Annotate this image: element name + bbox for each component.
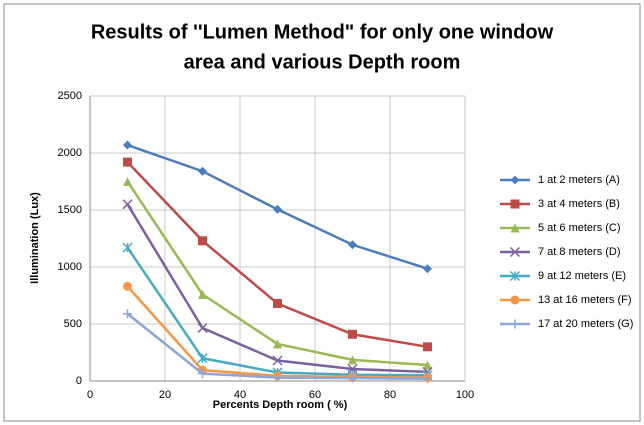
x-tick-label: 20 — [159, 389, 171, 401]
marker — [423, 342, 432, 352]
marker — [198, 236, 207, 246]
y-tick-label: 500 — [64, 318, 82, 330]
marker — [510, 199, 520, 209]
y-axis-title: Illumination (Lux) — [29, 192, 41, 284]
marker — [510, 295, 520, 305]
y-tick-label: 1000 — [58, 261, 82, 273]
marker — [122, 199, 133, 210]
marker — [273, 373, 282, 383]
legend-label: 5 at 6 meters (C) — [538, 222, 621, 234]
chart-title: Results of ''Lumen Method" for only one … — [91, 21, 554, 43]
marker — [197, 322, 208, 334]
chart-title: area and various Depth room — [184, 51, 461, 73]
marker — [423, 264, 432, 274]
legend-label: 1 at 2 meters (A) — [538, 174, 620, 186]
legend-label: 9 at 12 meters (E) — [538, 270, 626, 282]
marker — [273, 298, 282, 308]
marker — [123, 157, 132, 167]
marker — [123, 140, 132, 150]
marker — [348, 240, 357, 250]
marker — [198, 166, 207, 176]
marker — [273, 339, 282, 349]
x-tick-label: 60 — [309, 389, 321, 401]
marker — [510, 319, 520, 329]
marker — [122, 242, 133, 253]
x-tick-label: 40 — [234, 389, 246, 401]
marker — [198, 369, 207, 379]
marker — [510, 223, 520, 233]
x-tick-label: 0 — [87, 389, 93, 401]
marker — [123, 281, 132, 291]
marker — [510, 175, 520, 185]
x-tick-label: 80 — [384, 389, 396, 401]
marker — [423, 374, 432, 384]
plot-area — [90, 96, 465, 381]
legend-label: 3 at 4 meters (B) — [538, 198, 620, 210]
marker — [509, 246, 521, 258]
marker — [509, 270, 521, 282]
marker — [423, 360, 432, 370]
marker — [123, 177, 132, 186]
x-axis-title: Percents Depth room ( %) — [213, 399, 348, 411]
legend-label: 13 at 16 meters (F) — [538, 294, 632, 306]
marker — [348, 373, 357, 383]
marker — [348, 355, 357, 365]
y-tick-label: 1500 — [58, 204, 82, 216]
marker — [348, 329, 357, 339]
y-tick-label: 2000 — [58, 147, 82, 159]
y-tick-label: 0 — [76, 375, 82, 387]
x-tick-label: 100 — [456, 389, 474, 401]
marker — [273, 204, 282, 214]
legend-label: 17 at 20 meters (G) — [538, 318, 633, 330]
marker — [272, 355, 283, 366]
marker — [197, 353, 208, 364]
marker — [123, 309, 132, 319]
legend-label: 7 at 8 meters (D) — [538, 246, 621, 258]
marker — [198, 289, 207, 299]
y-tick-label: 2500 — [58, 90, 82, 102]
